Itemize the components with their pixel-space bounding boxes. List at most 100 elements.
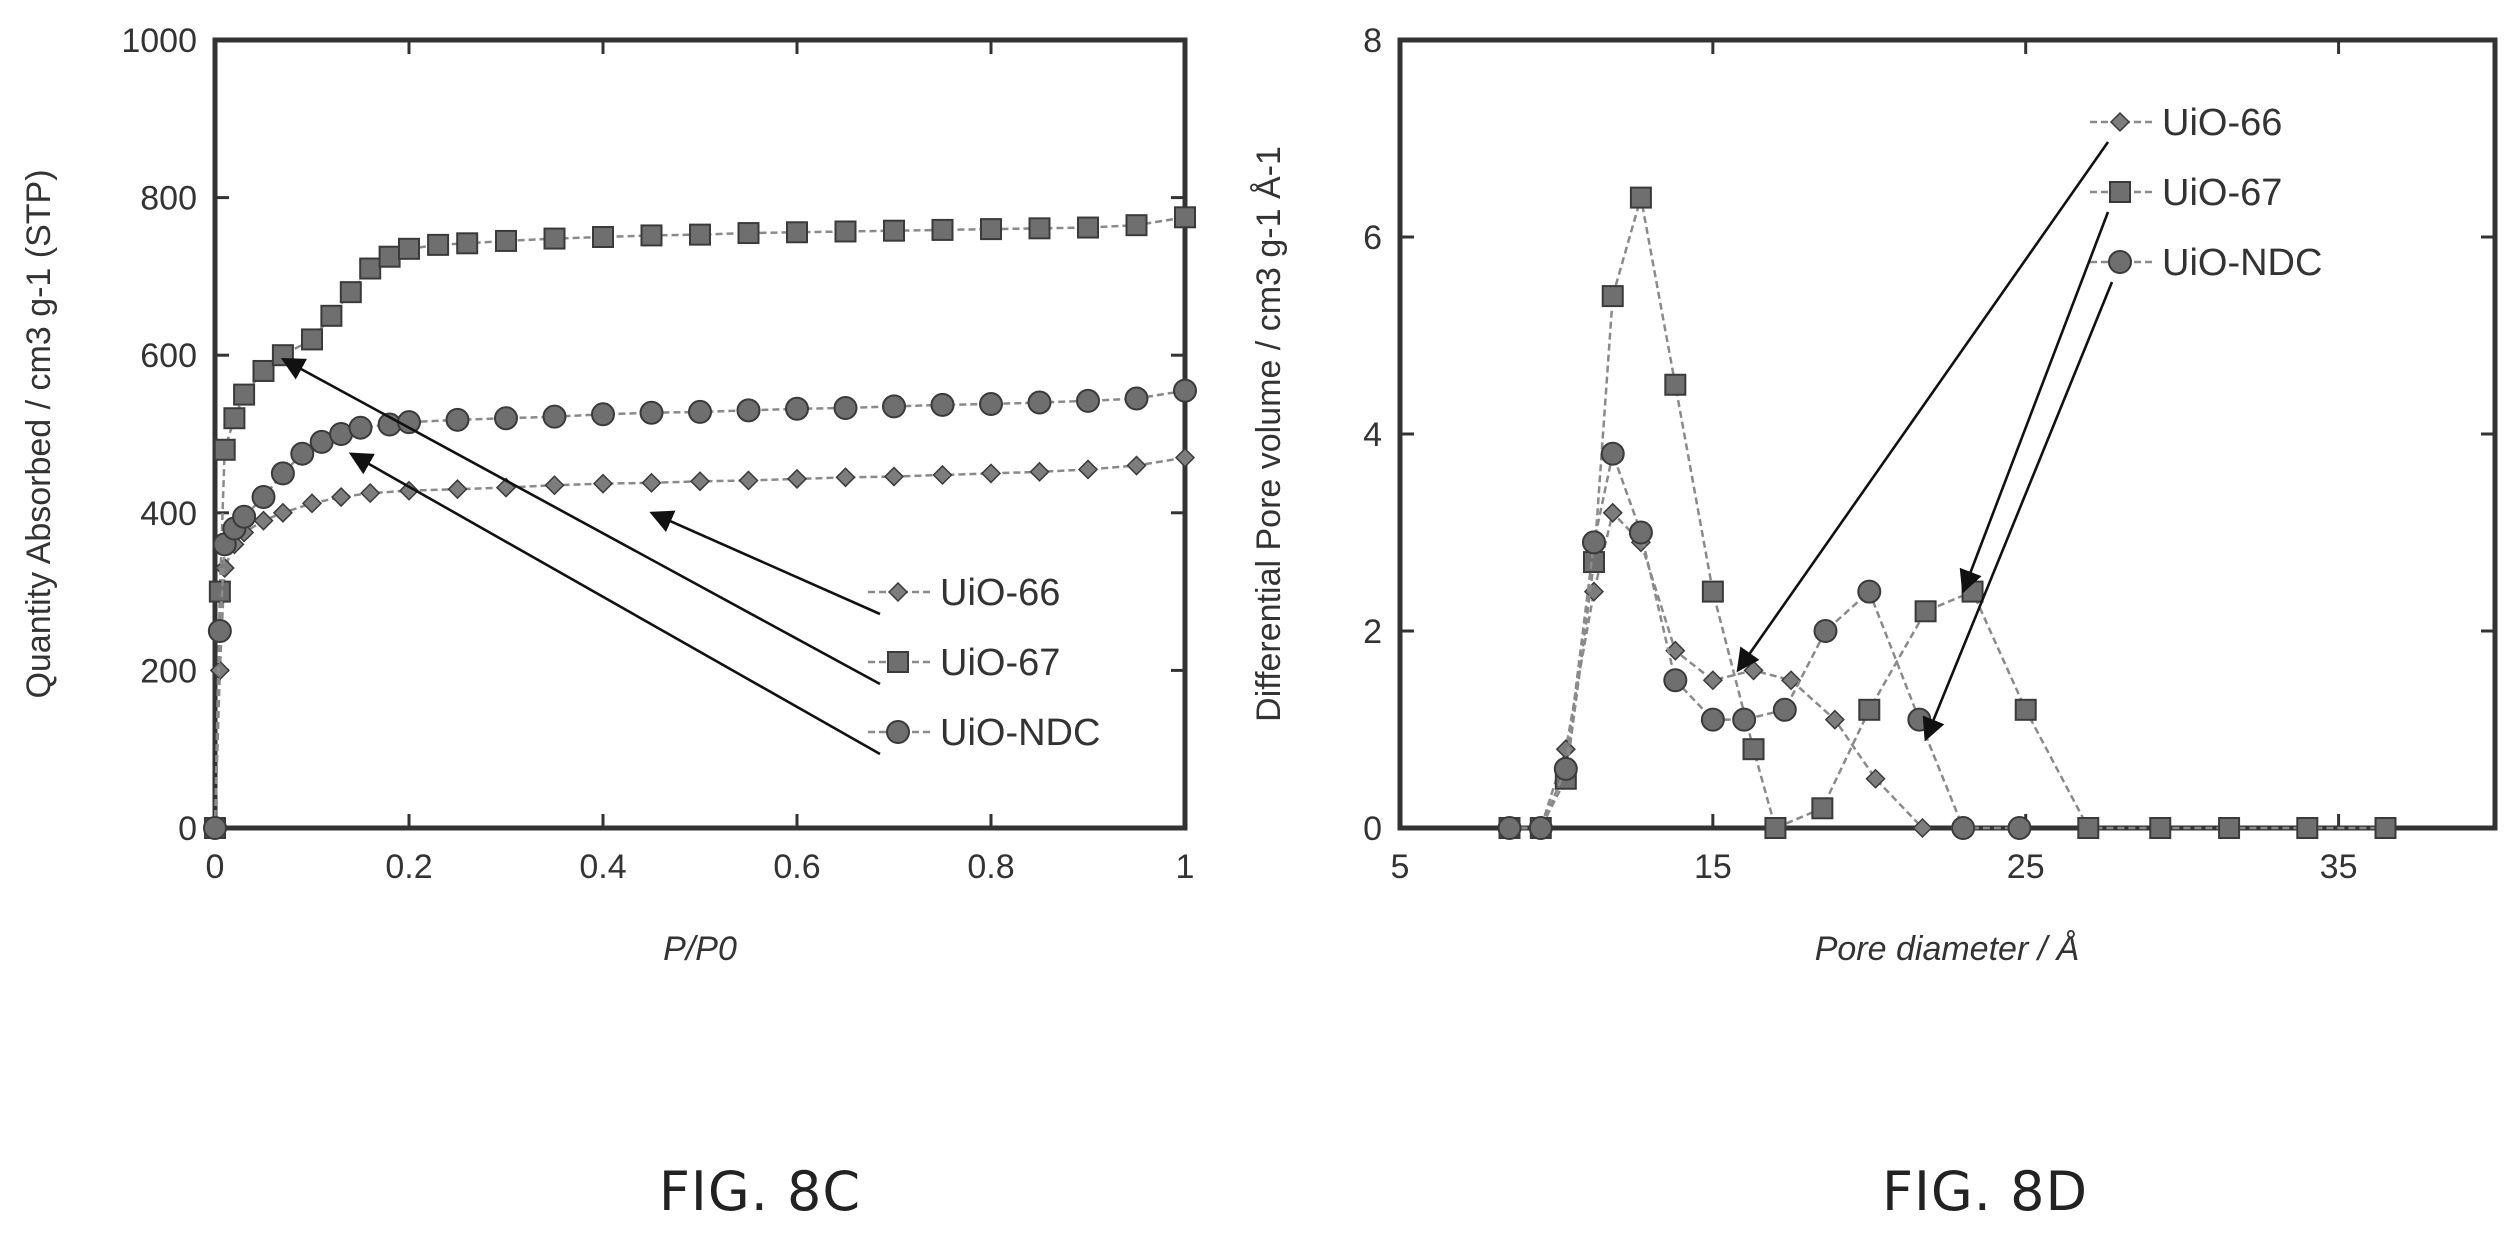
isotherm-chart: Quantity Absorbed / cm3 g-1 (STP) P/P0 0…	[20, 22, 1197, 1223]
data-point	[1174, 206, 1196, 229]
data-point	[208, 580, 231, 603]
data-point	[882, 394, 906, 419]
data-point	[835, 467, 856, 488]
data-point	[2077, 817, 2100, 839]
y-tick-label: 2	[1363, 613, 1382, 651]
data-point	[1629, 186, 1652, 209]
data-point	[883, 466, 905, 487]
legend-marker	[2108, 250, 2132, 274]
data-point	[290, 441, 315, 466]
legend-label: UiO-NDC	[2162, 242, 2322, 284]
y-tick-label: 800	[140, 180, 197, 218]
data-point	[223, 407, 246, 430]
data-point	[1865, 768, 1886, 789]
legend-label: UiO-NDC	[940, 712, 1100, 754]
data-point	[207, 619, 232, 643]
legend-entry: UiO-NDC	[2090, 242, 2322, 284]
legend-marker	[886, 720, 910, 744]
figure-caption-8d: FIG. 8D	[1882, 1160, 2088, 1223]
series-uio-ndc	[203, 378, 1197, 840]
legend-label: UiO-66	[940, 572, 1060, 614]
data-point	[1907, 707, 1932, 732]
data-point	[445, 407, 470, 432]
data-point	[1665, 640, 1686, 661]
plot-frame-8c	[212, 37, 1188, 831]
data-point	[1124, 386, 1149, 411]
data-point	[301, 328, 323, 351]
data-point	[1555, 739, 1576, 760]
legend-marker	[2109, 181, 2131, 203]
data-point	[833, 395, 858, 420]
x-tick-label: 0.6	[773, 848, 820, 886]
data-point	[1764, 817, 1787, 839]
data-point	[233, 383, 256, 406]
data-point	[1027, 390, 1052, 415]
series-line-uio-67	[1509, 197, 2386, 830]
data-point	[640, 224, 663, 247]
data-point	[1582, 551, 1605, 574]
data-point	[1077, 216, 1099, 239]
data-point	[786, 468, 808, 489]
data-point	[2014, 698, 2037, 721]
data-point	[1497, 816, 1522, 840]
data-point	[398, 237, 420, 260]
data-point	[427, 233, 450, 256]
data-point	[543, 227, 566, 250]
plot-frame-8d	[1397, 37, 2498, 831]
data-point	[785, 396, 809, 421]
data-point	[320, 304, 343, 327]
data-point	[2007, 816, 2032, 840]
data-point	[495, 229, 517, 252]
legend-entry: UiO-67	[2090, 172, 2282, 214]
data-point	[378, 245, 401, 268]
data-point	[272, 502, 293, 523]
legend-marker	[887, 581, 909, 603]
data-point	[1600, 441, 1625, 466]
y-axis-label-8c: Quantity Absorbed / cm3 g-1 (STP)	[20, 169, 58, 698]
data-point	[447, 479, 468, 500]
data-point	[1781, 670, 1802, 691]
axes-8d: 5 15 25 35 0 2 4 6 8	[1363, 22, 2495, 886]
data-point	[1553, 756, 1578, 781]
data-point	[1742, 738, 1765, 761]
data-point	[1174, 447, 1196, 468]
legend-arrow	[1736, 141, 2110, 673]
data-point	[1824, 709, 1845, 730]
data-point	[1601, 285, 1624, 308]
data-point	[883, 219, 905, 242]
data-point	[980, 218, 1002, 241]
data-point	[1912, 817, 1933, 839]
data-point	[980, 463, 1002, 484]
data-point	[398, 480, 420, 501]
data-point	[1602, 502, 1623, 523]
y-tick-label: 1000	[121, 22, 197, 60]
data-point	[1581, 530, 1606, 555]
data-point	[1732, 707, 1757, 732]
x-tick-label: 25	[2007, 848, 2045, 886]
legend-label: UiO-67	[940, 642, 1060, 684]
data-point	[1700, 707, 1725, 732]
data-point	[456, 232, 479, 255]
x-tick-label: 0	[206, 848, 225, 886]
data-point	[494, 406, 518, 431]
data-point	[1126, 455, 1147, 476]
data-point	[1125, 214, 1148, 237]
data-point	[1076, 388, 1100, 413]
data-point	[1077, 459, 1099, 480]
data-point	[1857, 579, 1882, 604]
data-point	[786, 221, 808, 244]
legend-marker	[2109, 111, 2131, 133]
data-point	[1813, 619, 1838, 643]
data-point	[592, 473, 614, 494]
data-point	[930, 392, 955, 417]
y-tick-label: 0	[178, 810, 197, 848]
data-point	[359, 257, 382, 280]
pore-distribution-chart: Differential Pore volume / cm3 g-1 Å-1 P…	[1250, 22, 2498, 1223]
y-tick-label: 4	[1363, 416, 1382, 454]
data-point	[301, 493, 323, 514]
data-point	[251, 485, 276, 510]
x-tick-label: 0.8	[967, 848, 1014, 886]
y-tick-label: 600	[140, 337, 197, 375]
legend-arrow	[1922, 281, 2114, 742]
data-point	[639, 400, 664, 425]
